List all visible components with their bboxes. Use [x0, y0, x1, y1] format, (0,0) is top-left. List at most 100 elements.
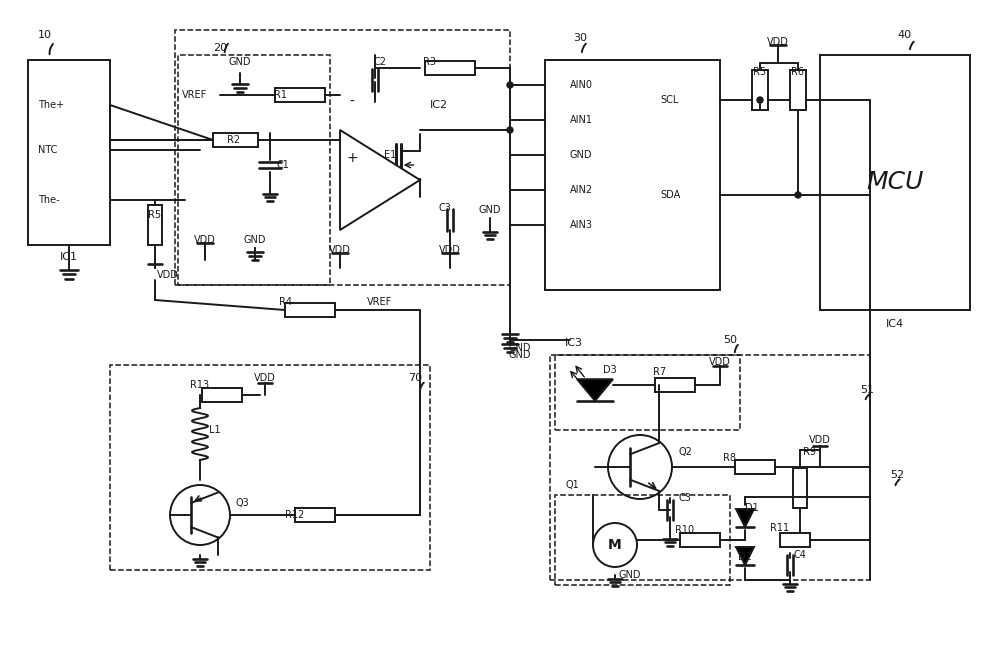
Bar: [793, 468, 807, 508]
Text: D3: D3: [603, 365, 617, 375]
Text: C3: C3: [679, 493, 691, 503]
Text: R2: R2: [227, 135, 241, 145]
Text: 51: 51: [860, 385, 874, 395]
Bar: [790, 70, 806, 110]
Text: The-: The-: [38, 195, 60, 205]
Text: VDD: VDD: [709, 357, 731, 367]
Bar: [735, 460, 775, 474]
Text: R10: R10: [675, 525, 695, 535]
Bar: [275, 88, 325, 102]
Bar: [550, 355, 870, 580]
Text: SDA: SDA: [660, 190, 680, 200]
Text: SCL: SCL: [660, 95, 678, 105]
Text: MCU: MCU: [866, 170, 924, 194]
Text: R12: R12: [285, 510, 305, 520]
Text: AIN1: AIN1: [570, 115, 593, 125]
Polygon shape: [577, 379, 613, 401]
Text: L1: L1: [209, 425, 221, 435]
Bar: [285, 303, 335, 317]
Bar: [213, 133, 258, 147]
Text: R4: R4: [279, 297, 292, 307]
Text: R13: R13: [190, 380, 210, 390]
Text: IC4: IC4: [886, 319, 904, 329]
Circle shape: [795, 192, 801, 198]
Polygon shape: [736, 547, 754, 565]
Text: The+: The+: [38, 100, 64, 110]
Text: VDD: VDD: [254, 373, 276, 383]
Text: D1: D1: [745, 503, 759, 513]
Bar: [28, 60, 110, 245]
Text: GND: GND: [509, 350, 531, 360]
Text: VREF: VREF: [367, 297, 393, 307]
Text: R3: R3: [424, 57, 436, 67]
Text: R5: R5: [148, 210, 162, 220]
Text: Q2: Q2: [678, 447, 692, 457]
Text: 70: 70: [408, 373, 422, 383]
Bar: [752, 70, 768, 110]
Text: Q3: Q3: [235, 498, 249, 508]
Text: IC2: IC2: [430, 100, 448, 110]
Text: R5: R5: [753, 67, 767, 77]
Text: -: -: [350, 95, 354, 109]
Text: AIN2: AIN2: [570, 185, 593, 195]
Text: IC3: IC3: [565, 338, 583, 348]
Text: E1: E1: [384, 150, 396, 160]
Text: GND: GND: [244, 235, 266, 245]
Text: 10: 10: [38, 30, 52, 40]
Text: VDD: VDD: [329, 245, 351, 255]
Circle shape: [757, 97, 763, 103]
Text: AIN0: AIN0: [570, 80, 593, 90]
Text: R9: R9: [803, 447, 816, 457]
Bar: [555, 355, 740, 430]
Text: NTC: NTC: [38, 145, 57, 155]
Polygon shape: [736, 509, 754, 527]
Text: 20: 20: [213, 43, 227, 53]
Text: +: +: [346, 151, 358, 165]
Text: M: M: [608, 538, 622, 552]
Text: R7: R7: [653, 367, 667, 377]
Text: VDD: VDD: [157, 270, 179, 280]
Text: GND: GND: [479, 205, 501, 215]
Bar: [555, 495, 730, 585]
Bar: [780, 533, 810, 547]
Bar: [655, 378, 695, 392]
Text: 52: 52: [890, 470, 904, 480]
Bar: [110, 365, 430, 570]
Bar: [202, 388, 242, 402]
Text: C2: C2: [374, 57, 387, 67]
Text: C4: C4: [794, 550, 806, 560]
Text: R8: R8: [724, 453, 736, 463]
Text: AIN3: AIN3: [570, 220, 593, 230]
Bar: [295, 508, 335, 522]
Bar: [425, 61, 475, 75]
Text: VDD: VDD: [194, 235, 216, 245]
Text: R1: R1: [274, 90, 287, 100]
Bar: [545, 60, 720, 290]
Text: 50: 50: [723, 335, 737, 345]
Bar: [148, 205, 162, 245]
Text: GND: GND: [619, 570, 641, 580]
Text: 40: 40: [898, 30, 912, 40]
Text: GND: GND: [570, 150, 592, 160]
Text: R6: R6: [791, 67, 804, 77]
Polygon shape: [340, 130, 420, 230]
Bar: [820, 55, 970, 310]
Circle shape: [507, 127, 513, 133]
Text: C1: C1: [277, 160, 289, 170]
Text: VDD: VDD: [439, 245, 461, 255]
Text: R11: R11: [770, 523, 790, 533]
Text: C3: C3: [439, 203, 451, 213]
Bar: [680, 533, 720, 547]
Text: D2: D2: [738, 552, 752, 562]
Circle shape: [507, 82, 513, 88]
Text: VDD: VDD: [767, 37, 789, 47]
Bar: [178, 55, 330, 285]
Text: VDD: VDD: [809, 435, 831, 445]
Text: GND: GND: [509, 343, 531, 353]
Text: 30: 30: [573, 33, 587, 43]
Text: IC1: IC1: [60, 252, 78, 262]
Text: Q1: Q1: [565, 480, 579, 490]
Bar: [175, 30, 510, 285]
Text: VREF: VREF: [182, 90, 208, 100]
Text: GND: GND: [229, 57, 251, 67]
